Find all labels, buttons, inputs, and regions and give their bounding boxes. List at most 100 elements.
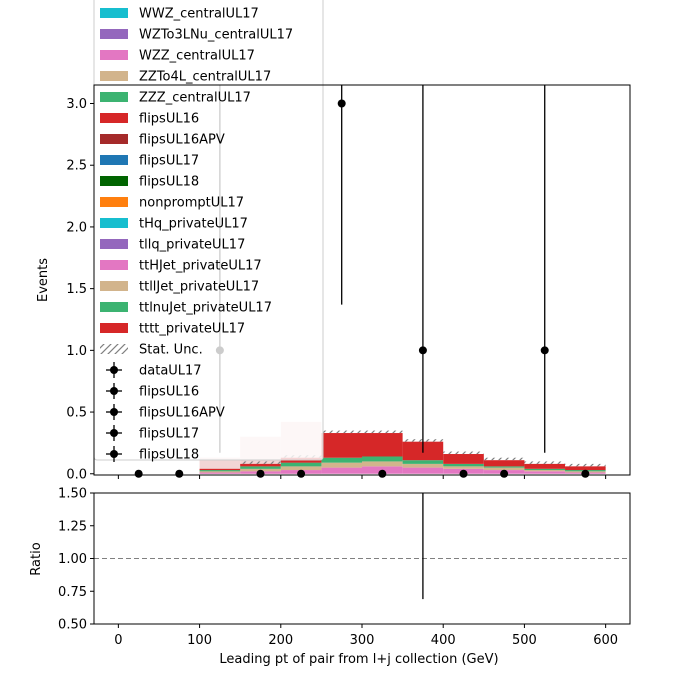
legend-label: ttlnuJet_privateUL17 <box>139 301 272 316</box>
data-point <box>297 469 306 478</box>
histogram-bar <box>524 468 566 471</box>
data-point <box>175 469 184 478</box>
ratio-y-tick-label: 1.00 <box>58 552 87 567</box>
histogram-bar <box>443 463 484 467</box>
legend-marker <box>110 408 118 416</box>
x-axis-label: Leading pt of pair from l+j collection (… <box>219 652 498 667</box>
y-tick-label: 3.0 <box>66 97 87 112</box>
legend-swatch <box>100 323 128 333</box>
data-point <box>459 469 468 478</box>
histogram-bar <box>199 470 241 472</box>
legend-swatch <box>100 302 128 312</box>
legend-label: dataUL17 <box>139 364 202 379</box>
histogram-bar <box>483 467 525 471</box>
histogram-bar <box>321 433 362 458</box>
histogram-bar <box>524 470 566 472</box>
stat-unc-band <box>321 430 362 434</box>
histogram-bar <box>280 466 322 471</box>
ratio-panel: 0.50 0.75 1.00 1.25 1.50 0 100 200 300 400 500 600… <box>29 487 631 667</box>
legend-swatch <box>100 155 128 165</box>
data-point <box>378 469 387 478</box>
histogram-bar <box>199 468 241 471</box>
histogram-bar <box>443 454 484 464</box>
ratio-y-tick-label: 1.25 <box>58 519 87 534</box>
histogram-bar <box>483 466 525 468</box>
stat-unc-band <box>362 430 403 434</box>
y-tick-label: 2.0 <box>66 220 87 235</box>
data-point <box>337 99 346 108</box>
histogram-bar <box>240 466 281 469</box>
ratio-y-tick-label: 0.75 <box>58 585 87 600</box>
legend-label: flipsUL17 <box>139 427 199 442</box>
legend: WWZ_centralUL17 WZTo3LNu_centralUL17 WZZ_c… <box>93 0 324 463</box>
legend-label: ZZZ_centralUL17 <box>139 91 251 106</box>
data-point <box>418 346 427 355</box>
legend-label: flipsUL16 <box>139 112 199 127</box>
histogram-bar <box>443 466 484 469</box>
x-tick-label: 500 <box>512 633 537 648</box>
legend-label: WZZ_centralUL17 <box>139 49 255 64</box>
legend-swatch <box>100 197 128 207</box>
x-tick-label: 600 <box>593 633 618 648</box>
x-tick-label: 300 <box>350 633 375 648</box>
histogram-bar <box>199 472 241 474</box>
legend-label: WZTo3LNu_centralUL17 <box>139 28 293 43</box>
x-tick-label: 0 <box>114 633 122 648</box>
y-tick-label: 1.0 <box>66 344 87 359</box>
ratio-y-ticks: 0.50 0.75 1.00 1.25 1.50 <box>58 487 94 633</box>
legend-label: tHq_privateUL17 <box>139 217 248 232</box>
legend-label: flipsUL17 <box>139 154 199 169</box>
histogram-bar <box>565 466 606 471</box>
ratio-y-axis-label: Ratio <box>29 542 44 575</box>
histogram-bar <box>402 460 444 464</box>
legend-label: ttllJet_privateUL17 <box>139 280 259 295</box>
main-x-ticks <box>117 475 607 479</box>
data-point <box>540 346 549 355</box>
legend-swatch <box>100 113 128 123</box>
legend-label: tllq_privateUL17 <box>139 238 245 253</box>
legend-swatch <box>100 29 128 39</box>
legend-label: flipsUL18 <box>139 175 199 190</box>
histogram-bar <box>280 462 322 467</box>
legend-label: WWZ_centralUL17 <box>139 7 259 22</box>
x-tick-label: 100 <box>187 633 212 648</box>
legend-swatch <box>100 218 128 228</box>
legend-label: flipsUL16 <box>139 385 199 400</box>
legend-swatch <box>100 134 128 144</box>
ratio-y-tick-label: 0.50 <box>58 618 87 633</box>
legend-swatch <box>100 50 128 60</box>
legend-label: Stat. Unc. <box>139 343 203 358</box>
histogram-bar <box>524 471 566 474</box>
histogram-bar <box>240 463 281 467</box>
histogram-bar <box>524 463 566 469</box>
legend-swatch <box>100 71 128 81</box>
histogram-bar <box>402 463 444 468</box>
ratio-y-tick-label: 1.50 <box>58 487 87 502</box>
legend-marker <box>110 429 118 437</box>
legend-label: flipsUL18 <box>139 448 199 463</box>
legend-swatch <box>100 8 128 18</box>
stat-unc-band <box>240 461 281 464</box>
ratio-x-ticks: 0 100 200 300 400 500 600 <box>114 624 618 648</box>
main-y-ticks: 0.0 0.5 1.0 1.5 2.0 2.5 3.0 <box>66 97 94 482</box>
legend-swatch <box>100 92 128 102</box>
legend-label: tttt_privateUL17 <box>139 322 245 337</box>
legend-label: flipsUL16APV <box>139 133 225 148</box>
legend-swatch <box>100 239 128 249</box>
histogram-bar <box>199 471 241 473</box>
legend-label: ZZTo4L_centralUL17 <box>139 70 271 85</box>
legend-hatch-swatch <box>100 344 128 354</box>
x-tick-label: 400 <box>431 633 456 648</box>
histogram-bar <box>402 467 444 474</box>
x-tick-label: 200 <box>268 633 293 648</box>
histogram-bar <box>362 461 403 467</box>
histogram-bar <box>321 467 362 474</box>
y-tick-label: 0.0 <box>66 467 87 482</box>
legend-marker <box>110 450 118 458</box>
y-tick-label: 2.5 <box>66 159 87 174</box>
main-y-axis-label: Events <box>36 258 51 302</box>
stat-unc-band <box>443 451 484 455</box>
legend-marker <box>110 387 118 395</box>
stat-unc-band <box>524 461 566 464</box>
